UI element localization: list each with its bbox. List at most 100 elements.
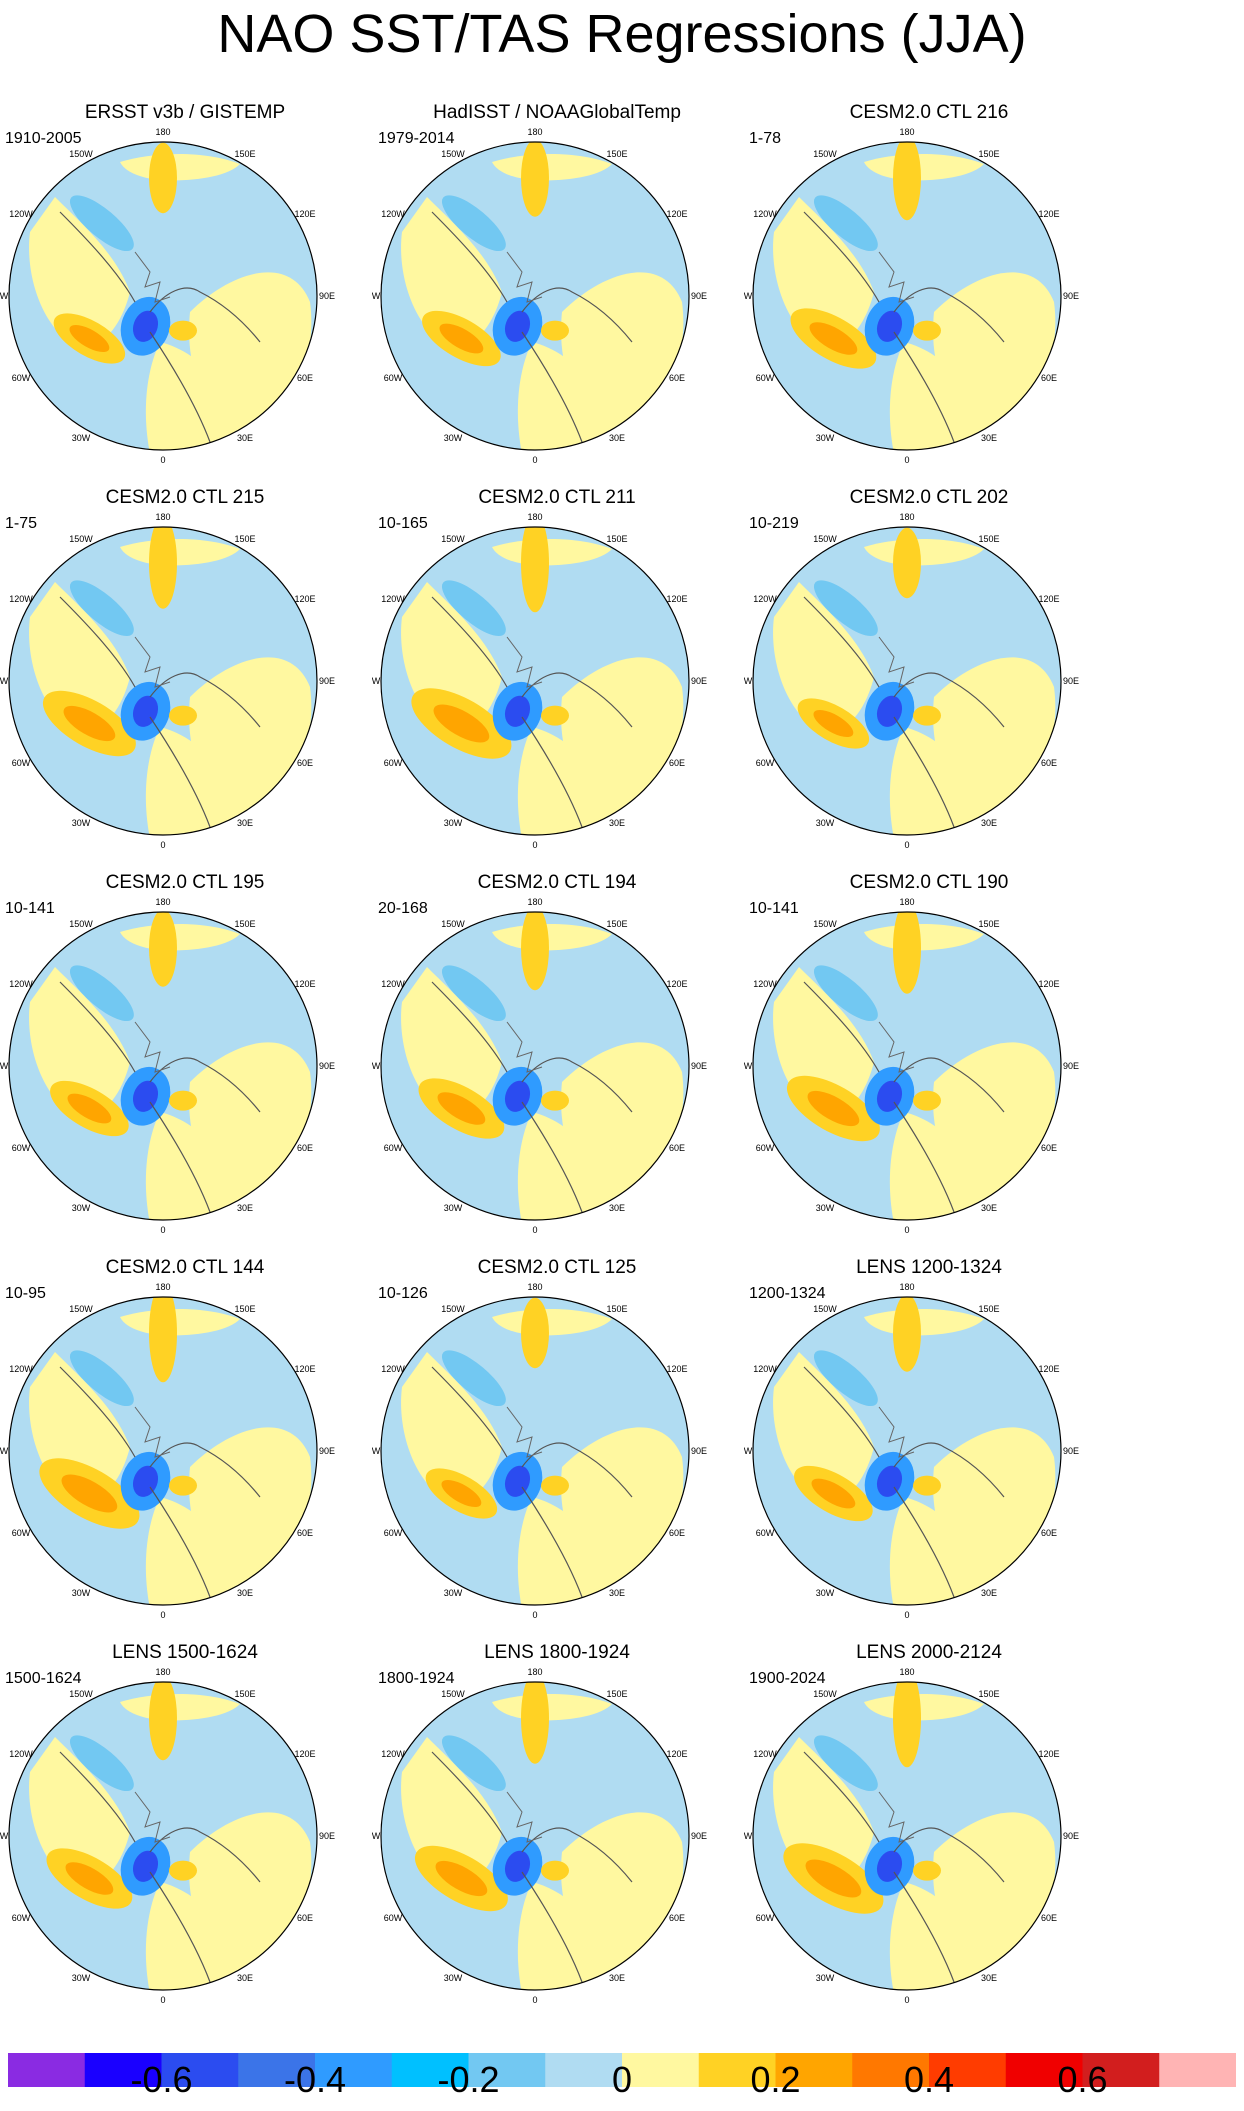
longitude-label: 180 xyxy=(527,1282,542,1292)
panel-title: LENS 2000-2124 xyxy=(856,1642,1002,1663)
map-panel: CESM2.0 CTL 144 10-95 180 150E 120E 90E 60E 30E… xyxy=(0,1257,370,1642)
longitude-label: 120W xyxy=(381,209,405,219)
scandinavia-warm-spot xyxy=(169,1090,197,1111)
longitude-label: 60E xyxy=(297,1143,313,1153)
colorbar-swatch xyxy=(468,2053,546,2087)
longitude-label: 0 xyxy=(532,840,537,850)
colorbar xyxy=(8,2053,1236,2087)
polar-map: 180 150E 120E 90E 60E 30E 0 30W 60W 90W 120W 150W xyxy=(0,127,335,465)
pacific-cool-band xyxy=(441,1735,506,1792)
colorbar-swatch xyxy=(545,2053,623,2087)
north-america-landmass xyxy=(773,197,874,347)
longitude-label: 90W xyxy=(0,1061,9,1071)
longitude-label: 150W xyxy=(69,534,93,544)
panel-year-range: 1-78 xyxy=(749,130,782,147)
map-boundary xyxy=(8,141,318,451)
map-panel: CESM2.0 CTL 211 10-165 180 150E 120E 90E 60E 30… xyxy=(372,487,742,872)
longitude-label: 90E xyxy=(319,291,335,301)
africa-europe-landmass xyxy=(145,342,236,450)
longitude-label: 150E xyxy=(234,534,255,544)
polar-map: 180 150E 120E 90E 60E 30E 0 30W 60W 90W 120W 150W xyxy=(372,512,707,850)
longitude-label: 30W xyxy=(72,818,91,828)
longitude-label: 120W xyxy=(381,594,405,604)
longitude-label: 60E xyxy=(1041,1143,1057,1153)
north-atlantic-warm-core xyxy=(805,1859,862,1898)
coastlines xyxy=(431,981,633,1213)
arctic-archipelago-outline xyxy=(878,251,915,303)
longitude-label: 150E xyxy=(234,1689,255,1699)
colorbar-swatch xyxy=(315,2053,393,2087)
africa-europe-landmass xyxy=(145,1882,236,1990)
north-america-landmass xyxy=(29,1737,130,1887)
north-atlantic-warm-core xyxy=(441,1479,482,1508)
polar-map: 180 150E 120E 90E 60E 30E 0 30W 60W 90W 120W 150W xyxy=(744,1667,1079,2005)
map-boundary xyxy=(8,1296,318,1606)
longitude-label: 30E xyxy=(981,1203,997,1213)
map-panel: LENS 1500-1624 1500-1624 180 150E 120E 90E 60E… xyxy=(0,1642,370,2027)
panel-title: CESM2.0 CTL 190 xyxy=(849,872,1009,893)
longitude-label: 60W xyxy=(756,373,775,383)
longitude-label: 150E xyxy=(978,1689,999,1699)
longitude-label: 30W xyxy=(72,433,91,443)
longitude-label: 0 xyxy=(160,1225,165,1235)
longitude-label: 90E xyxy=(691,1061,707,1071)
longitude-label: 30W xyxy=(816,818,835,828)
longitude-label: 90W xyxy=(0,1831,9,1841)
north-pacific-warm-anomaly xyxy=(149,142,177,214)
arctic-archipelago-outline xyxy=(134,1791,171,1843)
panel-year-range: 20-168 xyxy=(378,900,428,917)
longitude-label: 180 xyxy=(899,127,914,137)
polar-map: 180 150E 120E 90E 60E 30E 0 30W 60W 90W 120W 150W xyxy=(0,512,335,850)
north-america-landmass xyxy=(29,967,130,1117)
colorbar-tick-label: -0.2 xyxy=(437,2059,500,2100)
map-boundary xyxy=(8,911,318,1221)
polar-map: 180 150E 120E 90E 60E 30E 0 30W 60W 90W 120W 150W xyxy=(372,1282,707,1620)
arctic-archipelago-outline xyxy=(506,1406,543,1458)
scandinavia-warm-spot xyxy=(541,1860,569,1881)
north-america-landmass xyxy=(773,1352,874,1502)
map-boundary xyxy=(380,141,690,451)
longitude-label: 120W xyxy=(9,1364,33,1374)
panel-year-range: 10-95 xyxy=(5,1285,46,1302)
longitude-label: 150W xyxy=(813,919,837,929)
longitude-label: 120W xyxy=(753,1749,777,1759)
coastlines xyxy=(431,596,633,828)
north-pacific-warm-anomaly xyxy=(893,142,921,221)
map-boundary xyxy=(752,526,1062,836)
longitude-label: 60E xyxy=(1041,373,1057,383)
longitude-label: 120W xyxy=(381,1364,405,1374)
longitude-label: 150W xyxy=(813,1689,837,1699)
longitude-label: 120E xyxy=(294,209,315,219)
africa-europe-landmass xyxy=(889,727,980,835)
colorbar-swatch xyxy=(1159,2053,1236,2087)
north-pacific-warm-anomaly xyxy=(521,1297,549,1369)
longitude-label: 0 xyxy=(532,1225,537,1235)
north-atlantic-warm-core xyxy=(69,324,110,353)
longitude-label: 30W xyxy=(72,1203,91,1213)
colorbar-swatch xyxy=(852,2053,930,2087)
pacific-cool-band xyxy=(813,1735,878,1792)
longitude-label: 30W xyxy=(72,1973,91,1983)
longitude-label: 120W xyxy=(9,979,33,989)
map-boundary xyxy=(380,526,690,836)
longitude-label: 30E xyxy=(981,1973,997,1983)
longitude-label: 90E xyxy=(691,676,707,686)
longitude-label: 180 xyxy=(155,127,170,137)
longitude-label: 150W xyxy=(441,919,465,929)
pacific-cool-band xyxy=(813,965,878,1022)
coastlines xyxy=(59,596,261,828)
longitude-label: 120E xyxy=(1038,1364,1059,1374)
colorbar-swatch xyxy=(929,2053,1007,2087)
longitude-label: 90W xyxy=(372,676,381,686)
longitude-label: 90W xyxy=(0,676,9,686)
longitude-label: 30E xyxy=(237,1203,253,1213)
longitude-label: 90E xyxy=(691,291,707,301)
longitude-label: 30E xyxy=(981,433,997,443)
longitude-label: 180 xyxy=(527,897,542,907)
longitude-label: 90W xyxy=(372,1446,381,1456)
longitude-label: 120E xyxy=(294,979,315,989)
longitude-label: 120E xyxy=(294,594,315,604)
longitude-label: 30W xyxy=(444,433,463,443)
north-america-landmass xyxy=(401,197,502,347)
polar-map: 180 150E 120E 90E 60E 30E 0 30W 60W 90W 120W 150W xyxy=(0,897,335,1235)
